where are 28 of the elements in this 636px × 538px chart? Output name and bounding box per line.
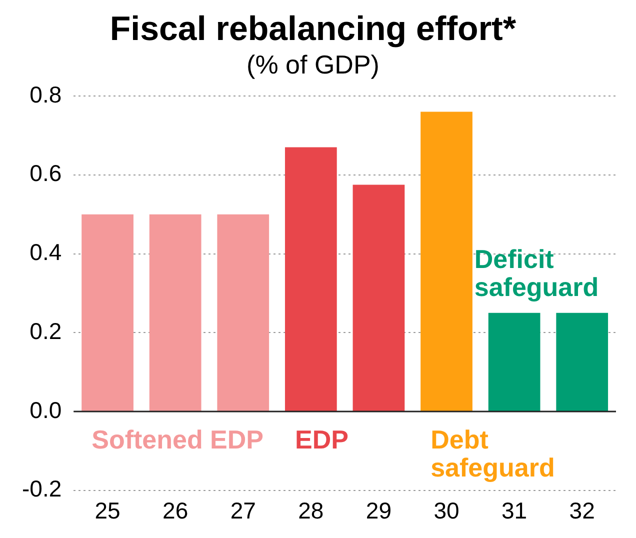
bar [217, 214, 270, 412]
chart-subtitle: (% of GDP) [246, 50, 380, 80]
x-tick-label: 29 [366, 498, 392, 524]
annotation: Softened EDP [92, 424, 264, 455]
y-tick-label: -0.2 [22, 476, 62, 502]
bar [488, 312, 540, 412]
y-tick-label: 0.0 [30, 396, 62, 423]
x-tick-label: 25 [94, 498, 120, 524]
x-tick-label: 32 [569, 498, 595, 524]
x-tick-label: 28 [298, 498, 324, 524]
chart-title: Fiscal rebalancing effort* [110, 10, 517, 48]
annotation: Debt safeguard [430, 424, 555, 483]
annotation: EDP [294, 424, 348, 455]
bar [420, 112, 472, 412]
bar [556, 312, 608, 412]
annotation: Deficit safeguard [474, 244, 599, 302]
x-tick-label: 30 [434, 498, 460, 524]
bar [352, 184, 405, 412]
x-tick-label: 27 [230, 498, 256, 524]
bar [149, 214, 202, 412]
x-tick-label: 26 [162, 498, 188, 524]
y-tick-label: 0.4 [30, 239, 62, 266]
y-tick-label: 0.2 [30, 318, 62, 344]
y-tick-label: 0.6 [30, 160, 62, 186]
bar [284, 147, 337, 412]
x-tick-label: 31 [502, 498, 528, 524]
y-tick-label: 0.8 [30, 81, 62, 108]
bar [82, 214, 134, 412]
